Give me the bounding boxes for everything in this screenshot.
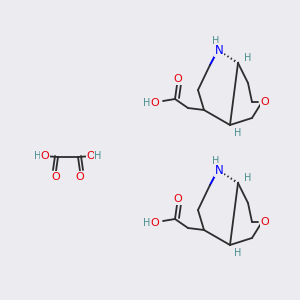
Text: H: H <box>34 151 42 161</box>
Text: O: O <box>76 172 84 182</box>
Text: O: O <box>40 151 50 161</box>
Text: H: H <box>212 156 220 166</box>
Text: O: O <box>151 98 159 108</box>
Text: O: O <box>87 151 95 161</box>
Text: H: H <box>212 36 220 46</box>
Text: N: N <box>214 44 224 56</box>
Text: H: H <box>244 173 252 183</box>
Text: O: O <box>174 194 182 204</box>
Text: O: O <box>261 217 269 227</box>
Text: H: H <box>234 128 242 138</box>
Text: H: H <box>244 53 252 63</box>
Text: H: H <box>234 248 242 258</box>
Text: H: H <box>143 218 151 228</box>
Text: O: O <box>261 97 269 107</box>
Text: O: O <box>151 218 159 228</box>
Text: H: H <box>94 151 102 161</box>
Text: O: O <box>174 74 182 84</box>
Text: H: H <box>143 98 151 108</box>
Text: N: N <box>214 164 224 176</box>
Text: O: O <box>52 172 60 182</box>
